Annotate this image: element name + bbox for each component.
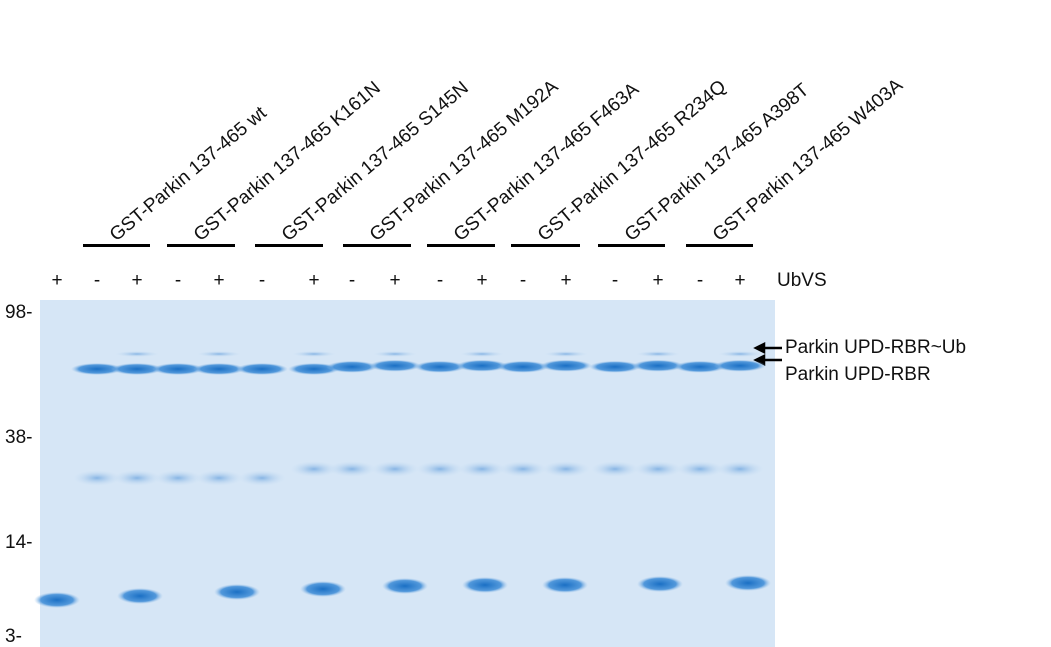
lane-label: GST-Parkin 137-465 wt [106,102,271,245]
band-low [34,592,80,608]
lane-sign: + [652,270,663,291]
band-low [300,581,346,597]
lane-bar [255,244,323,247]
lane-sign: - [520,270,526,291]
lane-sign: + [389,270,400,291]
band-faint [458,461,506,477]
band-faint [371,461,419,477]
band-ub [197,351,241,357]
band-faint [542,461,590,477]
band-ub [636,351,680,357]
band-faint [591,461,639,477]
lane-sign: + [51,270,62,291]
band-ub [292,351,336,357]
lane-sign: - [175,270,181,291]
lane-bar [686,244,753,247]
band-faint [416,461,464,477]
lane-sign: + [213,270,224,291]
band-low [725,575,771,591]
band-faint [154,470,202,486]
band-ub [544,351,588,357]
lane-sign: - [349,270,355,291]
lane-sign: + [560,270,571,291]
band-low [117,588,163,604]
lane-label: GST-Parkin 137-465 W403A [709,75,907,246]
marker-label: 38- [5,427,32,448]
band-main [540,360,592,372]
marker-label: 3- [5,626,22,647]
band-ub [373,351,417,357]
band-ub [460,351,504,357]
band-low [382,578,428,594]
reagent-label: UbVS [777,270,827,291]
band-faint [499,461,547,477]
lane-sign: - [437,270,443,291]
band-faint [195,470,243,486]
band-ub [718,351,762,357]
band-faint [328,461,376,477]
lane-sign: + [734,270,745,291]
band-low [214,584,260,600]
lane-sign: - [697,270,703,291]
band-main [236,363,288,375]
gel-figure: UbVS Parkin UPD-RBR~Ub Parkin UPD-RBR + G… [0,0,1051,647]
band-low [637,576,683,592]
band-faint [113,470,161,486]
band-faint [716,461,764,477]
lane-bar [598,244,665,247]
lane-sign: + [308,270,319,291]
band-ub [115,351,159,357]
lane-sign: + [131,270,142,291]
band-low [462,577,508,593]
lane-bar [343,244,411,247]
band-main [369,360,421,372]
band-main [714,360,766,372]
band-faint [238,470,286,486]
lane-sign: - [94,270,100,291]
lane-sign: - [612,270,618,291]
band-faint [634,461,682,477]
lane-sign: + [476,270,487,291]
marker-label: 98- [5,302,32,323]
band-label: Parkin UPD-RBR [785,364,931,385]
lane-bar [167,244,235,247]
lane-bar [427,244,495,247]
lane-bar [83,244,150,247]
band-low [542,577,588,593]
lane-sign: - [259,270,265,291]
band-label: Parkin UPD-RBR~Ub [785,337,966,358]
marker-label: 14- [5,532,32,553]
lane-label: GST-Parkin 137-465 A398T [621,79,814,245]
